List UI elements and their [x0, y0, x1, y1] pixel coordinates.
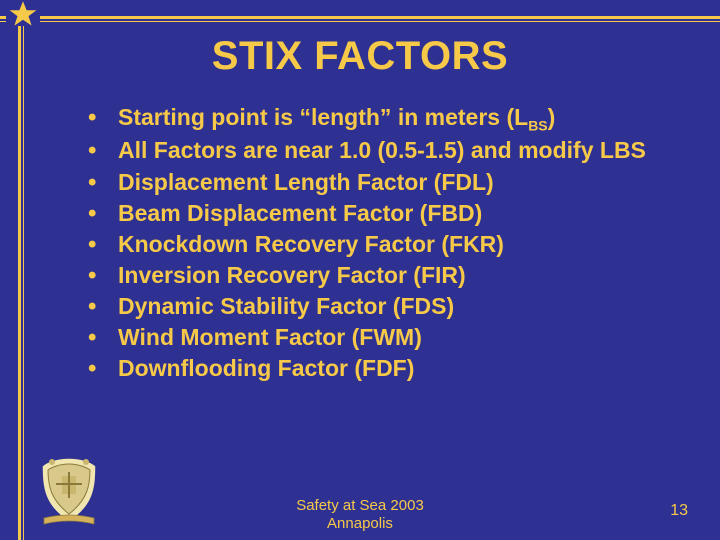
list-item: Inversion Recovery Factor (FIR): [88, 260, 680, 291]
page-number: 13: [670, 502, 688, 520]
top-divider: [0, 16, 720, 22]
left-divider: [18, 26, 24, 540]
crest-icon: [36, 454, 102, 528]
bullet-list: Starting point is “length” in meters (LB…: [88, 102, 680, 384]
footer-line1: Safety at Sea 2003: [0, 497, 720, 516]
footer-line2: Annapolis: [0, 515, 720, 534]
slide-content: Starting point is “length” in meters (LB…: [88, 102, 680, 384]
list-item: Wind Moment Factor (FWM): [88, 322, 680, 353]
list-item: Starting point is “length” in meters (LB…: [88, 102, 680, 135]
list-item: All Factors are near 1.0 (0.5-1.5) and m…: [88, 135, 680, 166]
list-item: Downflooding Factor (FDF): [88, 353, 680, 384]
list-item: Beam Displacement Factor (FBD): [88, 198, 680, 229]
slide-title: STIX FACTORS: [0, 34, 720, 79]
list-item: Dynamic Stability Factor (FDS): [88, 291, 680, 322]
list-item: Displacement Length Factor (FDL): [88, 167, 680, 198]
footer: Safety at Sea 2003 Annapolis: [0, 497, 720, 535]
list-item: Knockdown Recovery Factor (FKR): [88, 229, 680, 260]
